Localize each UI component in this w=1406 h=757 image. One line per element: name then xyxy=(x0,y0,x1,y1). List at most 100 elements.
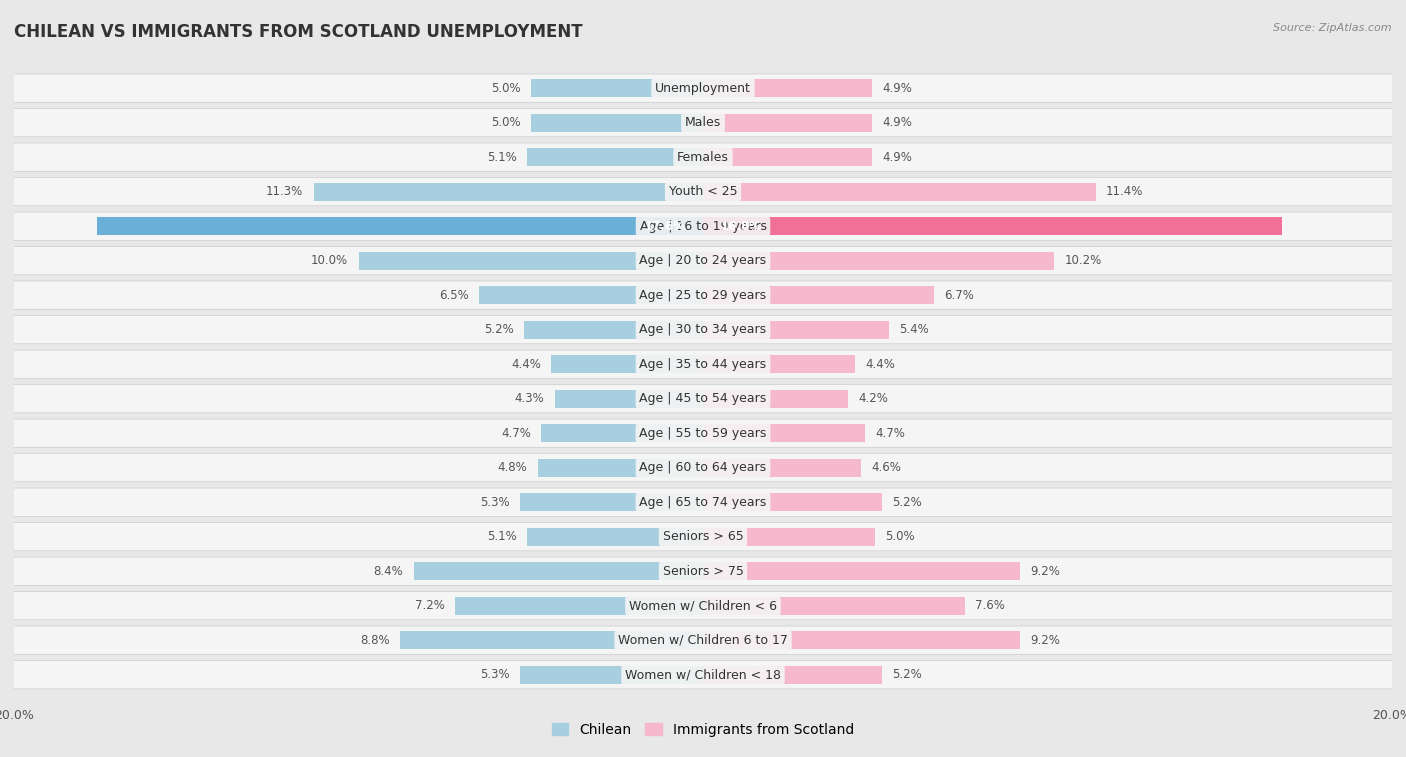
Text: 11.4%: 11.4% xyxy=(1107,185,1143,198)
Text: 4.9%: 4.9% xyxy=(882,151,912,164)
Bar xyxy=(703,114,872,132)
Bar xyxy=(479,286,703,304)
FancyBboxPatch shape xyxy=(13,281,1393,310)
Text: Unemployment: Unemployment xyxy=(655,82,751,95)
Text: 4.4%: 4.4% xyxy=(512,357,541,371)
Text: Age | 45 to 54 years: Age | 45 to 54 years xyxy=(640,392,766,405)
FancyBboxPatch shape xyxy=(13,453,1393,481)
Text: 4.9%: 4.9% xyxy=(882,116,912,129)
Bar xyxy=(531,114,703,132)
FancyBboxPatch shape xyxy=(13,626,1393,654)
Text: 11.3%: 11.3% xyxy=(266,185,304,198)
FancyBboxPatch shape xyxy=(13,108,1393,137)
FancyBboxPatch shape xyxy=(13,74,1393,102)
Bar xyxy=(541,424,703,442)
FancyBboxPatch shape xyxy=(13,488,1393,516)
Text: 4.8%: 4.8% xyxy=(498,461,527,474)
Text: Women w/ Children < 6: Women w/ Children < 6 xyxy=(628,600,778,612)
Bar xyxy=(703,424,865,442)
FancyBboxPatch shape xyxy=(13,143,1393,171)
Text: 6.7%: 6.7% xyxy=(945,288,974,302)
Text: 5.0%: 5.0% xyxy=(491,116,520,129)
FancyBboxPatch shape xyxy=(13,316,1393,344)
Text: 5.3%: 5.3% xyxy=(481,668,510,681)
Bar xyxy=(703,631,1019,650)
Text: 4.6%: 4.6% xyxy=(872,461,901,474)
Bar xyxy=(97,217,703,235)
Text: 5.2%: 5.2% xyxy=(893,496,922,509)
Text: Age | 25 to 29 years: Age | 25 to 29 years xyxy=(640,288,766,302)
Text: 4.9%: 4.9% xyxy=(882,82,912,95)
Text: 10.0%: 10.0% xyxy=(311,254,349,267)
FancyBboxPatch shape xyxy=(13,419,1393,447)
Bar xyxy=(399,631,703,650)
Text: 9.2%: 9.2% xyxy=(1031,634,1060,646)
Text: Seniors > 75: Seniors > 75 xyxy=(662,565,744,578)
Text: 4.7%: 4.7% xyxy=(875,427,905,440)
Text: Age | 65 to 74 years: Age | 65 to 74 years xyxy=(640,496,766,509)
Text: 4.4%: 4.4% xyxy=(865,357,894,371)
Bar xyxy=(537,459,703,477)
Bar xyxy=(520,665,703,684)
Text: Age | 30 to 34 years: Age | 30 to 34 years xyxy=(640,323,766,336)
Text: 4.3%: 4.3% xyxy=(515,392,544,405)
Text: 8.8%: 8.8% xyxy=(360,634,389,646)
Bar xyxy=(703,355,855,373)
Text: Women w/ Children 6 to 17: Women w/ Children 6 to 17 xyxy=(619,634,787,646)
Text: 9.2%: 9.2% xyxy=(1031,565,1060,578)
Text: Women w/ Children < 18: Women w/ Children < 18 xyxy=(626,668,780,681)
Bar xyxy=(551,355,703,373)
Text: 7.6%: 7.6% xyxy=(976,600,1005,612)
Text: 4.7%: 4.7% xyxy=(501,427,531,440)
Text: 5.2%: 5.2% xyxy=(893,668,922,681)
Text: Males: Males xyxy=(685,116,721,129)
Bar xyxy=(520,494,703,511)
Bar xyxy=(456,597,703,615)
FancyBboxPatch shape xyxy=(13,350,1393,378)
Text: Age | 35 to 44 years: Age | 35 to 44 years xyxy=(640,357,766,371)
Text: CHILEAN VS IMMIGRANTS FROM SCOTLAND UNEMPLOYMENT: CHILEAN VS IMMIGRANTS FROM SCOTLAND UNEM… xyxy=(14,23,582,41)
Bar xyxy=(703,665,882,684)
FancyBboxPatch shape xyxy=(13,557,1393,585)
Text: Age | 55 to 59 years: Age | 55 to 59 years xyxy=(640,427,766,440)
Bar xyxy=(703,390,848,407)
Text: 5.0%: 5.0% xyxy=(886,530,915,544)
Text: 5.3%: 5.3% xyxy=(481,496,510,509)
Text: Age | 60 to 64 years: Age | 60 to 64 years xyxy=(640,461,766,474)
Text: Seniors > 65: Seniors > 65 xyxy=(662,530,744,544)
Legend: Chilean, Immigrants from Scotland: Chilean, Immigrants from Scotland xyxy=(546,717,860,742)
Bar xyxy=(703,286,934,304)
Bar xyxy=(359,251,703,269)
Text: 17.6%: 17.6% xyxy=(645,220,686,232)
Text: 7.2%: 7.2% xyxy=(415,600,444,612)
FancyBboxPatch shape xyxy=(13,591,1393,620)
Bar xyxy=(703,459,862,477)
FancyBboxPatch shape xyxy=(13,247,1393,275)
Text: 5.1%: 5.1% xyxy=(488,151,517,164)
Bar xyxy=(413,562,703,580)
Bar xyxy=(527,528,703,546)
Bar xyxy=(314,182,703,201)
Bar xyxy=(527,148,703,166)
Text: Youth < 25: Youth < 25 xyxy=(669,185,737,198)
Bar xyxy=(524,321,703,338)
Text: Age | 20 to 24 years: Age | 20 to 24 years xyxy=(640,254,766,267)
Text: Females: Females xyxy=(678,151,728,164)
Bar xyxy=(703,321,889,338)
Text: 8.4%: 8.4% xyxy=(374,565,404,578)
Bar xyxy=(703,217,1282,235)
Bar xyxy=(531,79,703,97)
FancyBboxPatch shape xyxy=(13,661,1393,689)
FancyBboxPatch shape xyxy=(13,522,1393,551)
Text: 10.2%: 10.2% xyxy=(1064,254,1102,267)
Bar xyxy=(703,562,1019,580)
Bar xyxy=(703,148,872,166)
FancyBboxPatch shape xyxy=(13,385,1393,413)
Bar xyxy=(703,79,872,97)
Text: 16.8%: 16.8% xyxy=(720,220,761,232)
Bar xyxy=(703,494,882,511)
Text: 5.0%: 5.0% xyxy=(491,82,520,95)
Text: 4.2%: 4.2% xyxy=(858,392,887,405)
FancyBboxPatch shape xyxy=(13,212,1393,240)
Bar xyxy=(703,251,1054,269)
